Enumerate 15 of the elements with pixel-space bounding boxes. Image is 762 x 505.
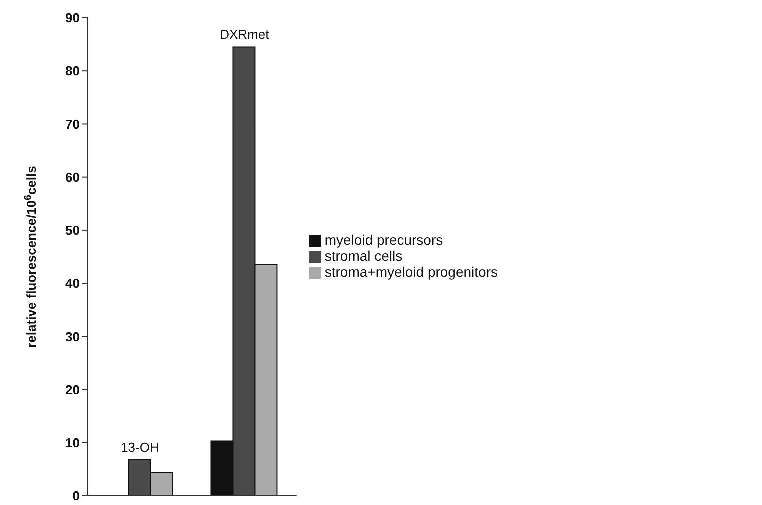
- y-tick-label: 80: [66, 64, 80, 79]
- x-tick-label: 13-OH: [121, 440, 160, 455]
- legend-label: stroma+myeloid progenitors: [324, 264, 498, 280]
- y-tick-label: 30: [66, 329, 80, 344]
- legend-label: stromal cells: [324, 248, 403, 264]
- legend-label: myeloid precursors: [324, 232, 444, 248]
- x-tick-label: DXRmet: [220, 27, 270, 42]
- y-tick-label: 10: [66, 436, 80, 451]
- y-tick-label: 60: [66, 170, 80, 185]
- y-tick-label: 70: [66, 116, 80, 132]
- y-tick-label: 40: [66, 276, 80, 292]
- y-tick-label: 50: [66, 223, 80, 238]
- y-tick-label: 90: [66, 10, 80, 26]
- y-tick-label: 0: [72, 488, 80, 504]
- y-tick-label: 20: [66, 382, 80, 398]
